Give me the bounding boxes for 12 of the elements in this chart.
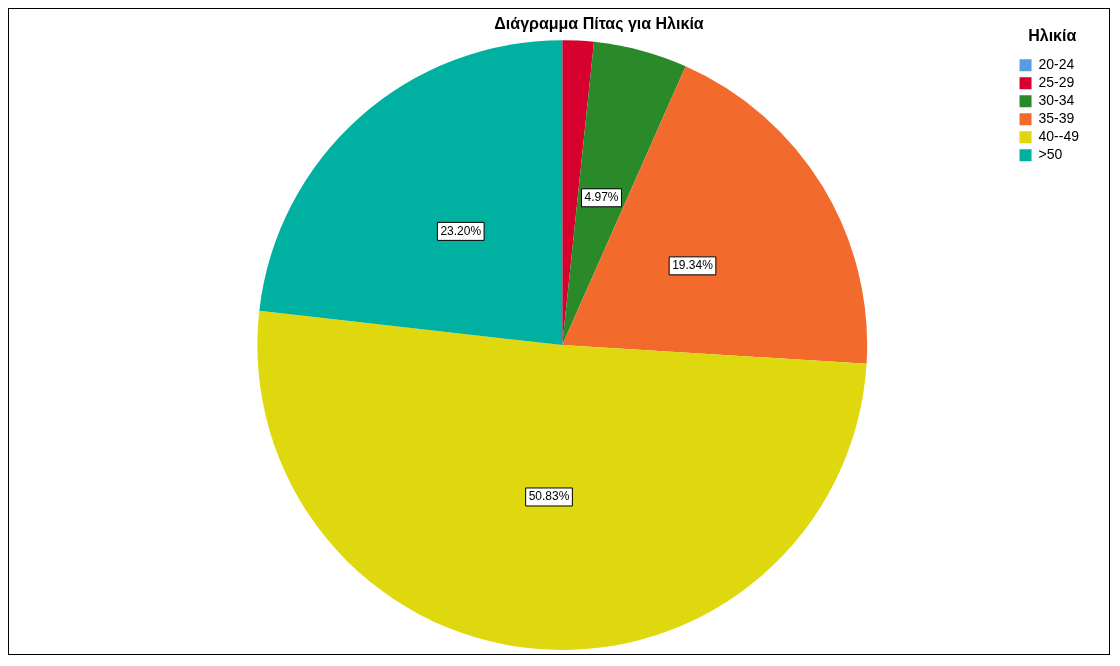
legend-label: 40--49	[1038, 128, 1080, 145]
data-label: 23.20%	[440, 223, 482, 238]
legend-label: 35-39	[1038, 110, 1075, 127]
data-label: 19.34%	[672, 258, 714, 273]
legend-label: 25-29	[1038, 74, 1075, 91]
legend-label: 20-24	[1038, 56, 1075, 73]
legend-label: 30-34	[1038, 92, 1075, 109]
data-label: 4.97%	[584, 190, 619, 205]
legend-title: Ηλικία	[1028, 27, 1077, 45]
chart-title: Διάγραμμα Πίτας για Ηλικία	[494, 15, 704, 34]
legend-label: >50	[1038, 146, 1063, 163]
data-label: 50.83%	[528, 489, 570, 504]
